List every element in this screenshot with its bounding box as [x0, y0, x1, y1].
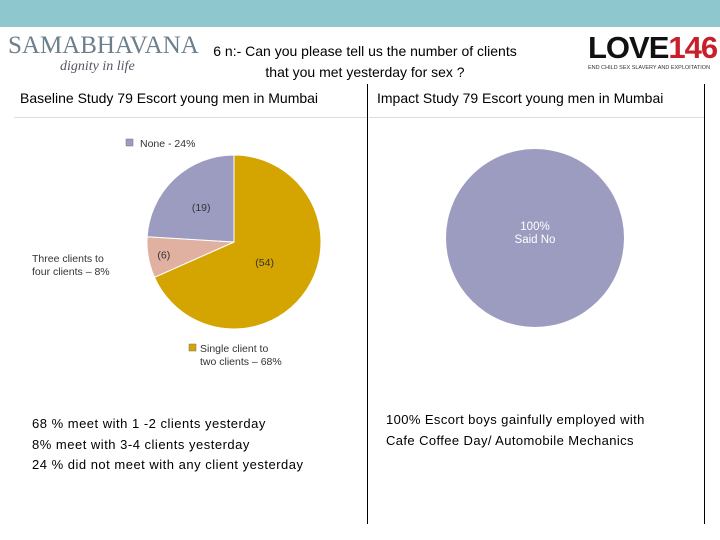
pie-data-label: (19)	[192, 202, 211, 214]
legend-swatch-single	[188, 343, 197, 352]
legend-label-single-two-line: Single client to	[200, 343, 268, 355]
pie-data-label-line: (6)	[157, 250, 170, 262]
impact-pie-chart: 100% Said No	[446, 149, 624, 327]
pie-data-label-line: (54)	[255, 257, 274, 269]
baseline-panel-header: Baseline Study 79 Escort young men in Mu…	[14, 84, 367, 118]
baseline-summary-line: 24 % did not meet with any client yester…	[32, 457, 304, 472]
slide-title: 6 n:- Can you please tell us the number …	[170, 41, 560, 83]
top-accent-bar	[0, 0, 720, 27]
baseline-panel: Baseline Study 79 Escort young men in Mu…	[14, 84, 368, 524]
love146-logo: LOVE146 END CHILD SEX SLAVERY AND EXPLOI…	[588, 30, 718, 78]
impact-summary-line: Cafe Coffee Day/ Automobile Mechanics	[386, 432, 634, 448]
pie-data-label-line: 100%	[520, 221, 549, 233]
impact-summary: 100% Escort boys gainfully employed with…	[386, 410, 645, 451]
love146-subtitle: END CHILD SEX SLAVERY AND EXPLOITATION	[588, 65, 711, 71]
love146-word: LOVE	[588, 30, 669, 65]
baseline-summary: 68 % meet with 1 -2 clients yesterday 8%…	[32, 414, 304, 476]
impact-panel: Impact Study 79 Escort young men in Mumb…	[369, 84, 705, 524]
pie-slice-2	[146, 154, 235, 243]
baseline-pie-chart: (54) (6) (19) None - 24% Three clients to fou…	[32, 138, 322, 368]
love146-number: 146	[668, 30, 718, 65]
legend-label-three-four: Three clients to four clients – 8%	[32, 253, 110, 278]
samabhavana-logo: SAMABHAVANA dignity in life	[8, 32, 199, 80]
pie-slice-0	[153, 154, 322, 330]
slide-title-line-2: that you met yesterday for sex ?	[265, 64, 465, 80]
baseline-summary-line: 8% meet with 3-4 clients yesterday	[32, 436, 250, 452]
legend-label-three-four-line: Three clients to	[32, 253, 104, 265]
pie-data-label: 100% Said No	[515, 221, 556, 246]
legend-label-single-two-line: two clients – 68%	[200, 356, 282, 368]
pie-data-label-line: (19)	[192, 202, 211, 214]
samabhavana-tagline: dignity in life	[60, 59, 135, 74]
pie-data-label-line: Said No	[515, 234, 556, 246]
legend-label-single-two: Single client to two clients – 68%	[200, 343, 282, 368]
impact-summary-line: 100% Escort boys gainfully employed with	[386, 412, 645, 427]
legend-label-none: None - 24%	[140, 138, 195, 150]
legend-label-three-four-line: four clients – 8%	[32, 266, 110, 278]
legend-label-none-line: None - 24%	[140, 138, 195, 150]
love146-wordmark: LOVE146	[588, 30, 718, 65]
samabhavana-logo-text: SAMABHAVANA	[8, 32, 199, 59]
pie-data-label: (6)	[157, 250, 170, 262]
legend-swatch-none	[125, 138, 134, 147]
pie-slice-full	[446, 149, 624, 327]
slide-title-line-1: 6 n:- Can you please tell us the number …	[213, 43, 517, 59]
pie-data-label: (54)	[255, 257, 274, 269]
impact-panel-header: Impact Study 79 Escort young men in Mumb…	[369, 84, 704, 118]
baseline-summary-line: 68 % meet with 1 -2 clients yesterday	[32, 416, 266, 431]
